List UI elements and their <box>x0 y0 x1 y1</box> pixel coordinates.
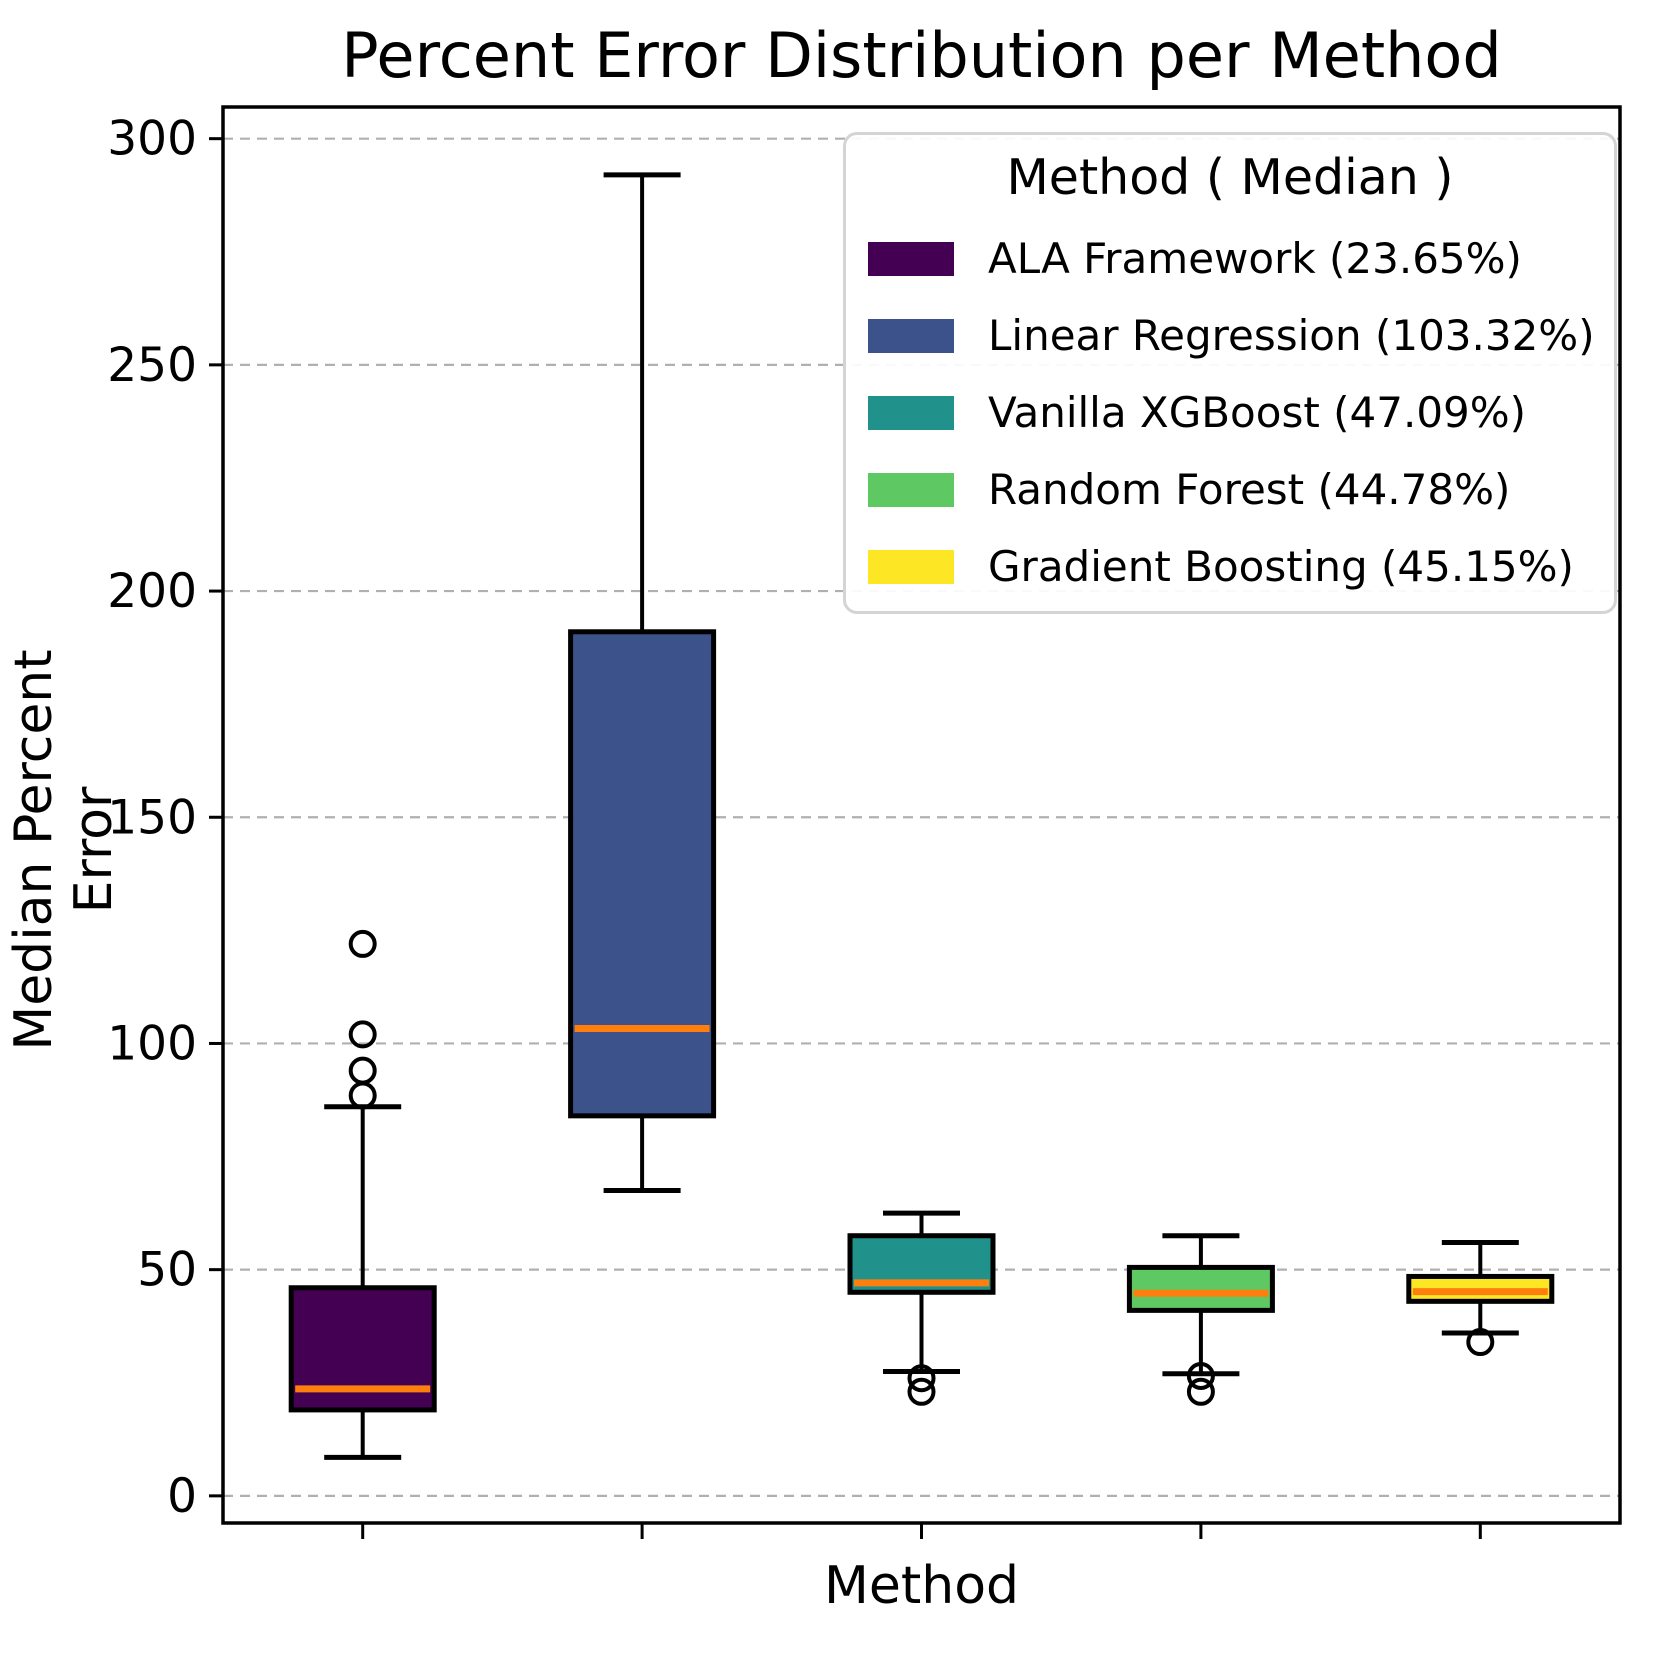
x-axis-label: Method <box>823 1556 1020 1616</box>
legend-label: Vanilla XGBoost (47.09%) <box>988 388 1527 437</box>
legend: Method ( Median ) ALA Framework (23.65%)… <box>843 132 1617 614</box>
y-tick-label-250: 250 <box>107 338 197 393</box>
legend-item: Random Forest (44.78%) <box>868 465 1592 514</box>
outlier-point-vanilla-xgboost <box>907 1364 936 1393</box>
legend-label: Gradient Boosting (45.15%) <box>988 542 1574 591</box>
legend-swatch <box>868 472 954 507</box>
y-tick-label-200: 200 <box>107 564 197 619</box>
legend-swatch <box>868 549 954 584</box>
outlier-point-ala-framework <box>348 1056 377 1085</box>
outlier-point-ala-framework <box>348 1081 377 1110</box>
box-linear-regression <box>568 629 717 1119</box>
legend-swatch <box>868 395 954 430</box>
outlier-point-vanilla-xgboost <box>907 1377 936 1406</box>
box-random-forest <box>1126 1264 1275 1313</box>
outlier-point-gradient-boosting <box>1466 1328 1495 1357</box>
legend-label: Random Forest (44.78%) <box>988 465 1511 514</box>
legend-item: Gradient Boosting (45.15%) <box>868 542 1592 591</box>
outlier-point-random-forest <box>1186 1361 1215 1390</box>
outlier-point-random-forest <box>1186 1377 1215 1406</box>
y-tick-label-300: 300 <box>107 112 197 167</box>
legend-swatch <box>868 241 954 276</box>
y-tick-label-0: 0 <box>167 1469 197 1524</box>
outlier-point-ala-framework <box>348 1020 377 1049</box>
legend-title: Method ( Median ) <box>1006 149 1454 206</box>
legend-swatch <box>868 318 954 353</box>
y-tick-label-100: 100 <box>107 1016 197 1071</box>
y-tick-label-50: 50 <box>137 1243 197 1298</box>
legend-item: Linear Regression (103.32%) <box>868 311 1595 360</box>
legend-label: ALA Framework (23.65%) <box>988 234 1522 283</box>
y-axis-label: Median Percent Error <box>4 649 124 1051</box>
legend-item: ALA Framework (23.65%) <box>868 234 1592 283</box>
chart-title: Percent Error Distribution per Method <box>341 19 1502 92</box>
legend-item: Vanilla XGBoost (47.09%) <box>868 388 1592 437</box>
outlier-point-ala-framework <box>348 929 377 958</box>
y-tick-label-150: 150 <box>107 790 197 845</box>
legend-label: Linear Regression (103.32%) <box>988 311 1595 360</box>
